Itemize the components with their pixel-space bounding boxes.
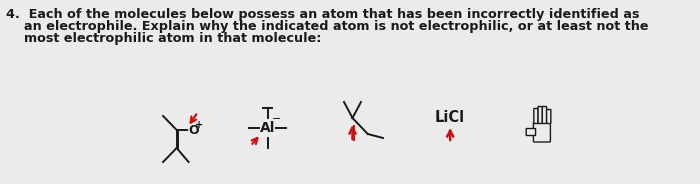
Text: +: +: [195, 120, 204, 130]
Text: most electrophilic atom in that molecule:: most electrophilic atom in that molecule…: [6, 32, 321, 45]
Text: −: −: [272, 114, 281, 124]
Text: 4.  Each of the molecules below possess an atom that has been incorrectly identi: 4. Each of the molecules below possess a…: [6, 8, 639, 21]
Text: an electrophile. Explain why the indicated atom is not electrophilic, or at leas: an electrophile. Explain why the indicat…: [6, 20, 648, 33]
FancyBboxPatch shape: [534, 109, 538, 123]
FancyBboxPatch shape: [542, 107, 547, 123]
Text: O: O: [188, 123, 199, 137]
Text: Al: Al: [260, 121, 275, 135]
FancyBboxPatch shape: [533, 122, 550, 142]
FancyBboxPatch shape: [526, 128, 536, 135]
FancyBboxPatch shape: [547, 109, 551, 123]
FancyBboxPatch shape: [538, 107, 543, 123]
Text: LiCl: LiCl: [435, 111, 466, 125]
